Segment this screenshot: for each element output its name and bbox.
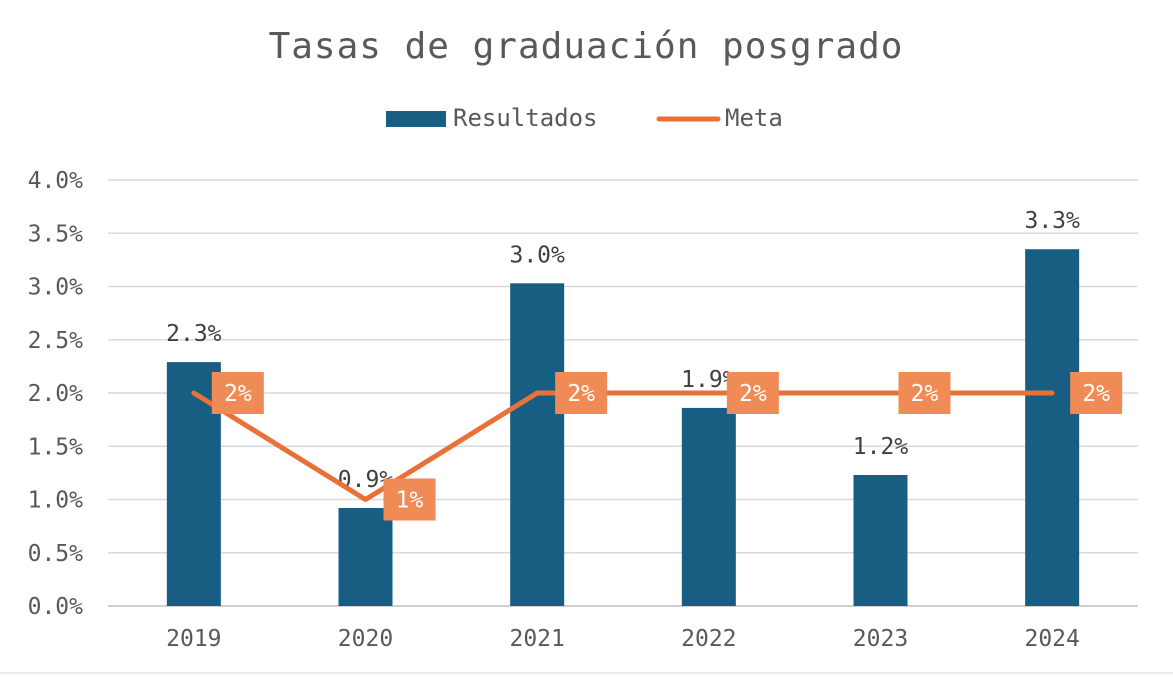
line-data-labels: 2% 1% 2% 2% 2% 2%	[211, 372, 1123, 521]
x-tick-label: 2022	[681, 626, 736, 652]
bar	[853, 475, 908, 606]
y-tick-label: 2.5%	[28, 328, 84, 354]
meta-data-label: 2%	[1070, 372, 1123, 414]
bar	[510, 283, 565, 606]
legend-item-meta: Meta	[656, 104, 783, 132]
bar-series	[166, 249, 1080, 606]
y-tick-label: 3.5%	[28, 221, 84, 247]
x-tick-label: 2019	[166, 626, 221, 652]
meta-label-text: 2%	[739, 381, 767, 407]
meta-data-label: 1%	[383, 478, 436, 521]
y-tick-label: 1.5%	[28, 434, 84, 460]
meta-label-box	[1070, 372, 1123, 414]
meta-data-label: 2%	[898, 372, 951, 414]
y-tick-label: 3.0%	[28, 275, 84, 301]
y-axis-ticks: 0.0% 0.5% 1.0% 1.5% 2.0% 2.5% 3.0% 3.5% 4.0%	[28, 168, 84, 620]
bar-data-labels: 2.3%0.9%3.0%1.9%1.2%3.3%	[166, 208, 1080, 493]
meta-label-box	[726, 372, 779, 414]
chart-title: Tasas de graduación posgrado	[269, 26, 904, 67]
x-tick-label: 2024	[1024, 626, 1079, 652]
bar-data-label: 1.2%	[853, 434, 909, 460]
legend-label: Meta	[725, 104, 783, 132]
bar	[681, 407, 736, 606]
y-tick-label: 0.5%	[28, 541, 84, 567]
y-tick-label: 1.0%	[28, 488, 84, 514]
bar	[1025, 249, 1080, 606]
meta-label-box	[555, 372, 608, 414]
x-axis-ticks: 2019 2020 2021 2022 2023 2024	[166, 626, 1080, 652]
meta-label-box	[383, 478, 436, 521]
bar-data-label: 3.0%	[509, 242, 565, 268]
y-tick-label: 4.0%	[28, 168, 84, 194]
x-tick-label: 2021	[509, 626, 564, 652]
meta-label-text: 2%	[1082, 381, 1110, 407]
legend: Resultados Meta	[386, 104, 783, 132]
meta-label-box	[898, 372, 951, 414]
meta-label-text: 2%	[567, 381, 595, 407]
meta-label-box	[211, 372, 264, 414]
meta-label-text: 2%	[224, 381, 252, 407]
y-tick-label: 0.0%	[28, 594, 84, 620]
y-tick-label: 2.0%	[28, 381, 84, 407]
meta-label-text: 2%	[911, 381, 939, 407]
bar-data-label: 2.3%	[166, 321, 222, 347]
meta-data-label: 2%	[726, 372, 779, 414]
meta-data-label: 2%	[555, 372, 608, 414]
meta-data-label: 2%	[211, 372, 264, 414]
meta-label-text: 1%	[396, 488, 424, 514]
legend-item-resultados: Resultados	[386, 104, 598, 132]
x-tick-label: 2023	[853, 626, 908, 652]
bar-data-label: 3.3%	[1024, 208, 1080, 234]
legend-swatch	[386, 111, 446, 127]
x-tick-label: 2020	[338, 626, 393, 652]
bar	[338, 508, 393, 606]
legend-label: Resultados	[453, 104, 598, 132]
